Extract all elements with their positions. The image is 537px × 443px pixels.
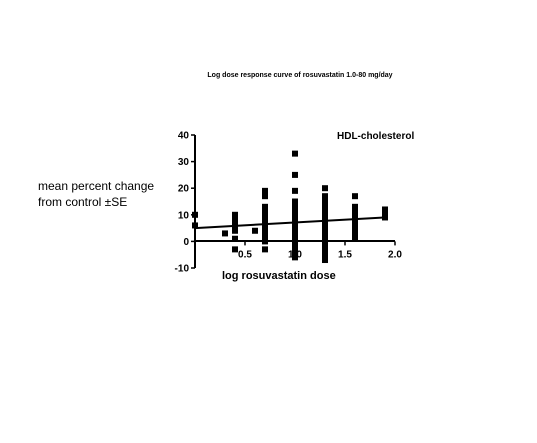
y-tick-label: 0 — [183, 237, 189, 248]
data-point — [292, 187, 298, 194]
x-tick-label: 0.5 — [238, 249, 252, 260]
data-point — [232, 235, 238, 242]
data-point — [322, 257, 328, 264]
data-point — [382, 211, 388, 218]
data-point — [352, 193, 358, 200]
data-point — [352, 225, 358, 232]
y-axis-label-line-2: from control ±SE — [38, 195, 128, 209]
regression-line — [194, 216, 386, 230]
hdl-cholesterol-annotation: HDL-cholesterol — [337, 131, 414, 142]
x-axis-label: log rosuvastatin dose — [222, 270, 336, 282]
y-axis-label-line-1: mean percent change — [38, 179, 155, 193]
data-point — [352, 230, 358, 237]
chart-title: Log dose response curve of rosuvastatin … — [207, 72, 392, 79]
data-point — [252, 227, 258, 234]
y-tick-label: 20 — [178, 184, 190, 195]
data-point — [262, 246, 268, 253]
data-point — [262, 187, 268, 194]
data-point — [322, 251, 328, 258]
data-point — [292, 198, 298, 205]
data-point — [192, 211, 198, 218]
y-tick-label: -10 — [175, 264, 190, 275]
data-point — [322, 193, 328, 200]
data-point — [232, 246, 238, 253]
x-tick-label: 1.5 — [338, 249, 352, 260]
data-point — [382, 206, 388, 213]
data-point — [292, 150, 298, 157]
data-point — [292, 171, 298, 178]
data-point — [192, 222, 198, 229]
data-point — [232, 211, 238, 218]
y-tick-label: 40 — [178, 131, 190, 142]
y-tick-label: 10 — [178, 210, 190, 221]
data-point — [352, 235, 358, 242]
data-point — [322, 198, 328, 205]
y-tick-label: 30 — [178, 157, 190, 168]
data-point — [262, 203, 268, 210]
data-point — [322, 185, 328, 192]
data-point — [222, 230, 228, 237]
data-point — [352, 203, 358, 210]
x-tick-label: 2.0 — [388, 249, 402, 260]
